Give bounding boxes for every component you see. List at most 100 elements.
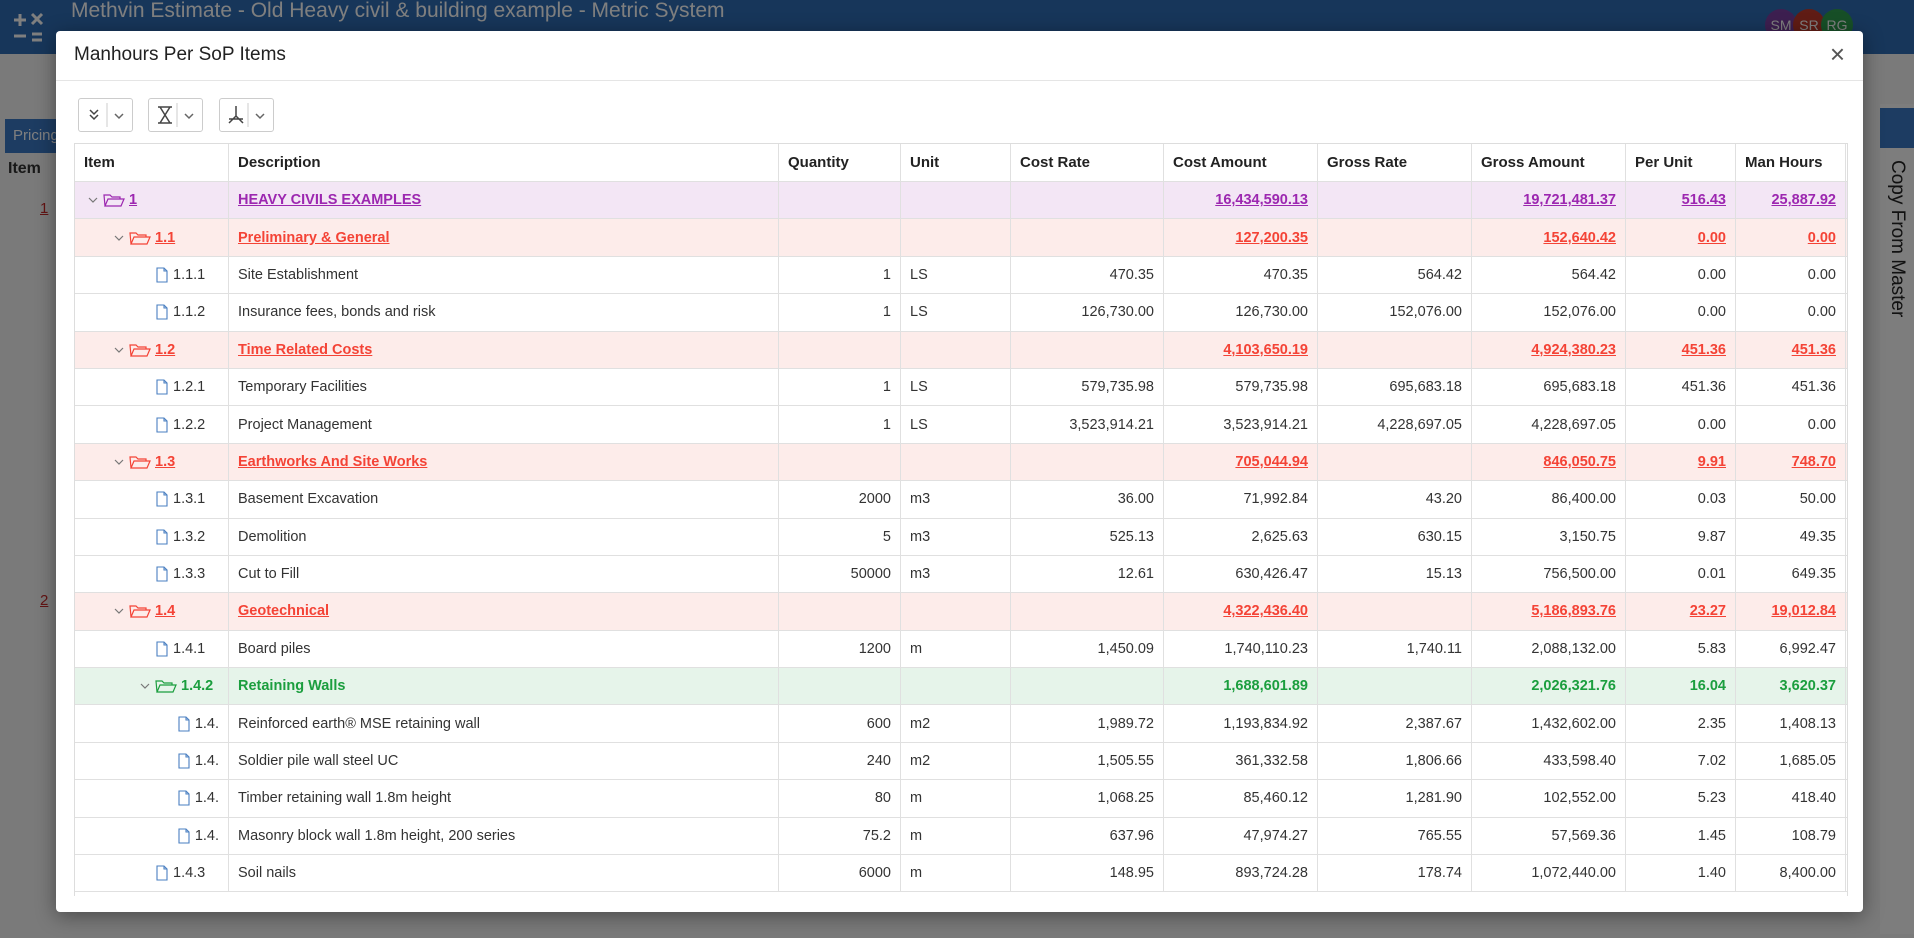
expand-button[interactable] — [78, 98, 133, 132]
item-code: 1.4. — [195, 753, 219, 769]
cell: 1.4.3 — [75, 855, 229, 891]
cell: 8,400.00 — [1736, 855, 1846, 891]
cell-text[interactable]: 451.36 — [1792, 342, 1836, 358]
row-icon — [155, 529, 169, 545]
column-header[interactable]: Gross Amount — [1472, 144, 1626, 181]
cell-text[interactable]: 23.27 — [1690, 603, 1726, 619]
cell-text[interactable]: Time Related Costs — [238, 342, 372, 358]
cell-text: 16.04 — [1690, 678, 1726, 694]
item-code[interactable]: 1.3 — [155, 454, 175, 470]
cell-text: Masonry block wall 1.8m height, 200 seri… — [238, 828, 515, 844]
cell-text[interactable]: 9.91 — [1698, 454, 1726, 470]
cell-text: 50000 — [851, 566, 891, 582]
cell-text[interactable]: 516.43 — [1682, 192, 1726, 208]
expand-toggle[interactable] — [113, 345, 125, 355]
cell: 43.20 — [1318, 481, 1472, 517]
cell-text[interactable]: Preliminary & General — [238, 230, 390, 246]
cell: 3,523,914.21 — [1011, 406, 1164, 442]
dialog-title: Manhours Per SoP Items — [74, 44, 286, 66]
cell-text: m2 — [910, 716, 930, 732]
pdf-button[interactable] — [219, 98, 274, 132]
column-header[interactable]: Description — [229, 144, 779, 181]
dialog: Manhours Per SoP Items × ItemDescription… — [56, 31, 1863, 912]
item-code[interactable]: 1 — [129, 192, 137, 208]
cell: 1.4. — [75, 705, 229, 741]
group-row: 1.3 Earthworks And Site Works 705,044.94 84… — [75, 444, 1847, 481]
cell: 19,721,481.37 — [1472, 182, 1626, 218]
excel-button[interactable] — [148, 98, 203, 132]
column-header[interactable]: Gross Rate — [1318, 144, 1472, 181]
expand-toggle[interactable] — [113, 233, 125, 243]
column-header[interactable]: Quantity — [779, 144, 901, 181]
cell-text: 451.36 — [1792, 379, 1836, 395]
icon — [155, 417, 169, 433]
cell-text[interactable]: 16,434,590.13 — [1215, 192, 1308, 208]
cell-text[interactable]: 25,887.92 — [1771, 192, 1836, 208]
cell-text[interactable]: 0.00 — [1808, 230, 1836, 246]
item-code[interactable]: 1.2 — [155, 342, 175, 358]
cell-text[interactable]: 5,186,893.76 — [1531, 603, 1616, 619]
item-code[interactable]: 1.4 — [155, 603, 175, 619]
column-header[interactable]: Man Hours — [1736, 144, 1846, 181]
cell-text[interactable]: HEAVY CIVILS EXAMPLES — [238, 192, 421, 208]
column-header[interactable]: Per Unit — [1626, 144, 1736, 181]
item-code: 1.1.2 — [173, 304, 205, 320]
cell-text: 564.42 — [1572, 267, 1616, 283]
cell-text[interactable]: 19,012.84 — [1771, 603, 1836, 619]
cell: 525.13 — [1011, 519, 1164, 555]
cell-text: 1,740,110.23 — [1224, 641, 1308, 657]
cell: 25,887.92 — [1736, 182, 1846, 218]
column-header[interactable]: Item — [75, 144, 229, 181]
cell-text[interactable]: 4,924,380.23 — [1531, 342, 1616, 358]
cell: 0.00 — [1736, 219, 1846, 255]
cell-text: 15.13 — [1426, 566, 1462, 582]
cell — [779, 593, 901, 629]
cell-text[interactable]: 19,721,481.37 — [1523, 192, 1616, 208]
cell: 1,505.55 — [1011, 743, 1164, 779]
cell-text[interactable]: 846,050.75 — [1543, 454, 1616, 470]
cell: 86,400.00 — [1472, 481, 1626, 517]
cell-text: 418.40 — [1792, 790, 1836, 806]
close-button[interactable]: × — [1830, 39, 1845, 70]
cell-text[interactable]: 4,103,650.19 — [1223, 342, 1308, 358]
expand-toggle[interactable] — [113, 457, 125, 467]
column-header[interactable]: Unit — [901, 144, 1011, 181]
cell-text[interactable]: 451.36 — [1682, 342, 1726, 358]
expand-toggle[interactable] — [87, 195, 99, 205]
cell-text[interactable]: Earthworks And Site Works — [238, 454, 427, 470]
cell: Cut to Fill — [229, 556, 779, 592]
cell — [779, 219, 901, 255]
cell-text[interactable]: 152,640.42 — [1543, 230, 1616, 246]
item-code[interactable]: 1.1 — [155, 230, 175, 246]
cell-text[interactable]: 127,200.35 — [1235, 230, 1308, 246]
cell-text: Site Establishment — [238, 267, 358, 283]
cell-text[interactable]: 748.70 — [1792, 454, 1836, 470]
cell — [1011, 593, 1164, 629]
cell-text[interactable]: 0.00 — [1698, 230, 1726, 246]
cell-text[interactable]: Geotechnical — [238, 603, 329, 619]
cell-text[interactable]: 705,044.94 — [1235, 454, 1308, 470]
cell-text: Basement Excavation — [238, 491, 378, 507]
icon — [155, 304, 169, 320]
cell-text: 756,500.00 — [1543, 566, 1616, 582]
cell-text: Demolition — [238, 529, 307, 545]
cell: 1.40 — [1626, 855, 1736, 891]
item-code: 1.3.3 — [173, 566, 205, 582]
cell-text: Temporary Facilities — [238, 379, 367, 395]
icon — [149, 99, 202, 131]
cell: Masonry block wall 1.8m height, 200 seri… — [229, 818, 779, 854]
column-header[interactable]: Cost Amount — [1164, 144, 1318, 181]
cell-text: 361,332.58 — [1235, 753, 1308, 769]
expand-toggle[interactable] — [139, 681, 151, 691]
item-code: 1.2.2 — [173, 417, 205, 433]
cell: 0.01 — [1626, 556, 1736, 592]
column-header[interactable]: Cost Rate — [1011, 144, 1164, 181]
icon — [155, 529, 169, 545]
cell: 178.74 — [1318, 855, 1472, 891]
item-code: 1.4.1 — [173, 641, 205, 657]
cell — [1318, 668, 1472, 704]
cell: 361,332.58 — [1164, 743, 1318, 779]
expand-toggle[interactable] — [113, 606, 125, 616]
cell: 12.61 — [1011, 556, 1164, 592]
cell-text[interactable]: 4,322,436.40 — [1223, 603, 1308, 619]
